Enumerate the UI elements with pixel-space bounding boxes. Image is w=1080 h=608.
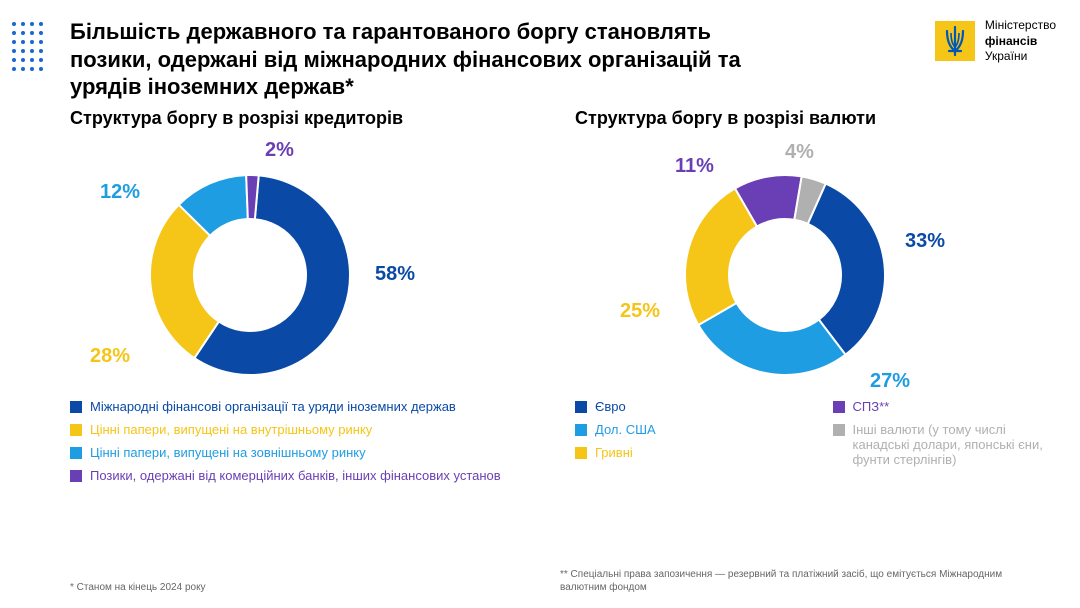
legend-item: Гривні bbox=[575, 445, 793, 460]
legend-item: СПЗ** bbox=[833, 399, 1051, 414]
logo-line3: України bbox=[985, 49, 1056, 65]
legend-swatch bbox=[575, 424, 587, 436]
legend-swatch bbox=[70, 447, 82, 459]
panel-creditors: Структура боргу в розрізі кредиторів 58%… bbox=[70, 108, 545, 491]
legend-swatch bbox=[575, 401, 587, 413]
legend-label: Позики, одержані від комерційних банків,… bbox=[90, 468, 501, 483]
footnote-asof: * Станом на кінець 2024 року bbox=[70, 581, 370, 594]
trident-icon bbox=[935, 21, 975, 61]
legend-swatch bbox=[833, 424, 845, 436]
legend-creditors: Міжнародні фінансові організації та уряд… bbox=[70, 399, 545, 483]
legend-item: Дол. США bbox=[575, 422, 793, 437]
legend-item: Міжнародні фінансові організації та уряд… bbox=[70, 399, 545, 414]
legend-currency: Євро Дол. США Гривні СПЗ** Інші валюти (у то… bbox=[575, 399, 1050, 475]
legend-label: СПЗ** bbox=[853, 399, 890, 414]
legend-label: Цінні папери, випущені на зовнішньому ри… bbox=[90, 445, 366, 460]
page-title: Більшість державного та гарантованого бо… bbox=[70, 18, 790, 101]
panel-title-currency: Структура боргу в розрізі валюти bbox=[575, 108, 1050, 129]
donut-chart-currency: 33% 27% 25% 11% 4% bbox=[575, 135, 1050, 395]
panel-title-creditors: Структура боргу в розрізі кредиторів bbox=[70, 108, 545, 129]
footnote-sdr: ** Спеціальні права запозичення — резерв… bbox=[560, 568, 1040, 594]
ministry-logo: Міністерство фінансів України bbox=[935, 18, 1056, 65]
panels-row: Структура боргу в розрізі кредиторів 58%… bbox=[70, 108, 1050, 491]
pct-label: 27% bbox=[870, 370, 910, 393]
pct-label: 25% bbox=[620, 300, 660, 323]
logo-text: Міністерство фінансів України bbox=[985, 18, 1056, 65]
legend-label: Євро bbox=[595, 399, 626, 414]
legend-item: Цінні папери, випущені на внутрішньому р… bbox=[70, 422, 545, 437]
pct-label: 11% bbox=[675, 155, 714, 178]
legend-item: Євро bbox=[575, 399, 793, 414]
legend-swatch bbox=[70, 424, 82, 436]
legend-item: Інші валюти (у тому числі канадські дола… bbox=[833, 422, 1051, 467]
legend-swatch bbox=[575, 447, 587, 459]
legend-label: Дол. США bbox=[595, 422, 656, 437]
donut-chart-creditors: 58% 28% 12% 2% bbox=[70, 135, 545, 395]
logo-line1: Міністерство bbox=[985, 18, 1056, 34]
legend-item: Цінні папери, випущені на зовнішньому ри… bbox=[70, 445, 545, 460]
pct-label: 58% bbox=[375, 263, 415, 286]
dot-pattern bbox=[10, 20, 50, 84]
legend-label: Цінні папери, випущені на внутрішньому р… bbox=[90, 422, 372, 437]
legend-swatch bbox=[70, 401, 82, 413]
legend-label: Гривні bbox=[595, 445, 633, 460]
pct-label: 4% bbox=[785, 141, 814, 164]
pct-label: 28% bbox=[90, 345, 130, 368]
legend-label: Інші валюти (у тому числі канадські дола… bbox=[853, 422, 1051, 467]
legend-item: Позики, одержані від комерційних банків,… bbox=[70, 468, 545, 483]
legend-swatch bbox=[70, 470, 82, 482]
pct-label: 33% bbox=[905, 230, 945, 253]
pct-label: 12% bbox=[100, 181, 140, 204]
logo-line2: фінансів bbox=[985, 34, 1056, 50]
panel-currency: Структура боргу в розрізі валюти 33% 27% 2… bbox=[575, 108, 1050, 491]
legend-swatch bbox=[833, 401, 845, 413]
legend-label: Міжнародні фінансові організації та уряд… bbox=[90, 399, 456, 414]
pct-label: 2% bbox=[265, 139, 294, 162]
